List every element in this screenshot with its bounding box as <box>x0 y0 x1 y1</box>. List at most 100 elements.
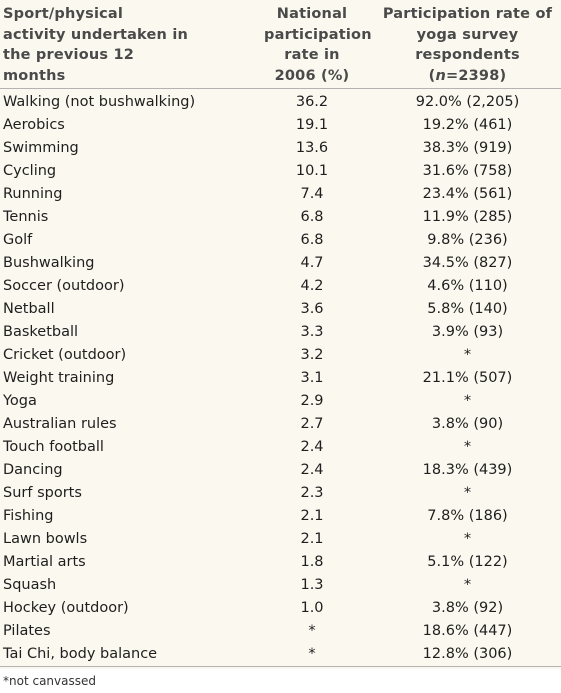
cell-national-rate: 2.1 <box>300 530 324 547</box>
header-row: Sport/physical activity undertaken in th… <box>0 0 561 89</box>
cell-yoga-rate: 7.8% (186) <box>427 507 508 524</box>
cell-yoga-rate: 18.6% (447) <box>422 622 513 639</box>
table-row: Fishing 2.1 7.8% (186) <box>0 505 561 528</box>
table-header: Sport/physical activity undertaken in th… <box>0 0 561 89</box>
cell-yoga-rate: 34.5% (827) <box>422 254 513 271</box>
table-row: Swimming 13.6 38.3% (919) <box>0 137 561 160</box>
participation-table: Sport/physical activity undertaken in th… <box>0 0 561 667</box>
table-row: Hockey (outdoor) 1.0 3.8% (92) <box>0 597 561 620</box>
cell-activity: Hockey (outdoor) <box>3 599 129 616</box>
cell-activity: Running <box>3 185 63 202</box>
table-row: Touch football 2.4 * <box>0 436 561 459</box>
cell-yoga-rate: * <box>463 438 472 455</box>
header-yoga-suffix: =2398) <box>446 67 507 84</box>
cell-activity: Walking (not bushwalking) <box>3 93 196 110</box>
cell-activity: Swimming <box>3 139 79 156</box>
table-row: Aerobics 19.1 19.2% (461) <box>0 114 561 137</box>
cell-activity: Dancing <box>3 461 63 478</box>
table-row: Cycling 10.1 31.6% (758) <box>0 160 561 183</box>
table-row: Surf sports 2.3 * <box>0 482 561 505</box>
cell-yoga-rate: * <box>463 576 472 593</box>
table-row: Weight training 3.1 21.1% (507) <box>0 367 561 390</box>
cell-yoga-rate: 12.8% (306) <box>374 642 561 667</box>
header-activity: Sport/physical activity undertaken in th… <box>0 0 250 89</box>
cell-national-rate: 4.7 <box>300 254 324 271</box>
table-row: Lawn bowls 2.1 * <box>0 528 561 551</box>
table-row: Martial arts 1.8 5.1% (122) <box>0 551 561 574</box>
table-row: Bushwalking 4.7 34.5% (827) <box>0 252 561 275</box>
cell-national-rate: 7.4 <box>300 185 324 202</box>
cell-yoga-rate: 4.6% (110) <box>427 277 508 294</box>
cell-activity: Weight training <box>3 369 115 386</box>
cell-yoga-rate: * <box>463 484 472 501</box>
header-yoga-n: n <box>435 67 446 84</box>
cell-yoga-rate: 11.9% (285) <box>422 208 513 225</box>
cell-activity: Tai Chi, body balance <box>0 642 250 667</box>
cell-national-rate: 2.1 <box>300 507 324 524</box>
table-row: Tennis 6.8 11.9% (285) <box>0 206 561 229</box>
cell-national-rate: 2.7 <box>300 415 324 432</box>
cell-activity: Bushwalking <box>3 254 95 271</box>
cell-national-rate: 3.6 <box>300 300 324 317</box>
cell-activity: Cricket (outdoor) <box>3 346 127 363</box>
table-row: Dancing 2.4 18.3% (439) <box>0 459 561 482</box>
cell-activity: Netball <box>3 300 55 317</box>
cell-yoga-rate: 5.1% (122) <box>427 553 508 570</box>
cell-national-rate: * <box>250 642 374 667</box>
cell-activity: Squash <box>3 576 57 593</box>
cell-activity: Yoga <box>3 392 37 409</box>
cell-national-rate: 3.1 <box>300 369 324 386</box>
header-yoga-prefix: Participation rate of yoga survey respon… <box>382 6 553 84</box>
table-row: Golf 6.8 9.8% (236) <box>0 229 561 252</box>
cell-activity: Tennis <box>3 208 49 225</box>
cell-yoga-rate: 31.6% (758) <box>422 162 513 179</box>
cell-yoga-rate: 5.8% (140) <box>427 300 508 317</box>
cell-national-rate: 3.3 <box>300 323 324 340</box>
cell-yoga-rate: 18.3% (439) <box>422 461 513 478</box>
cell-national-rate: 2.9 <box>300 392 324 409</box>
cell-activity: Touch football <box>3 438 104 455</box>
table-row: Yoga 2.9 * <box>0 390 561 413</box>
cell-national-rate: 3.2 <box>300 346 324 363</box>
table-row: Tai Chi, body balance * 12.8% (306) <box>0 642 561 667</box>
cell-national-rate: 2.3 <box>300 484 324 501</box>
cell-national-rate: 1.0 <box>300 599 324 616</box>
cell-national-rate: 2.4 <box>300 461 324 478</box>
cell-national-rate: 36.2 <box>295 93 329 110</box>
cell-yoga-rate: 9.8% (236) <box>427 231 508 248</box>
table-row: Soccer (outdoor) 4.2 4.6% (110) <box>0 275 561 298</box>
table-row: Squash 1.3 * <box>0 574 561 597</box>
cell-yoga-rate: 38.3% (919) <box>422 139 513 156</box>
cell-yoga-rate: 23.4% (561) <box>422 185 513 202</box>
cell-national-rate: 13.6 <box>295 139 329 156</box>
cell-national-rate: 19.1 <box>295 116 329 133</box>
cell-activity: Soccer (outdoor) <box>3 277 125 294</box>
cell-activity: Aerobics <box>3 116 65 133</box>
table-row: Walking (not bushwalking) 36.2 92.0% (2,20… <box>0 88 561 114</box>
cell-activity: Pilates <box>3 622 51 639</box>
cell-yoga-rate: * <box>463 530 472 547</box>
table-row: Basketball 3.3 3.9% (93) <box>0 321 561 344</box>
cell-national-rate: 1.8 <box>300 553 324 570</box>
cell-yoga-rate: 3.9% (93) <box>431 323 504 340</box>
cell-yoga-rate: 3.8% (92) <box>431 599 504 616</box>
cell-national-rate: * <box>308 622 316 639</box>
cell-yoga-rate: 19.2% (461) <box>422 116 513 133</box>
table-row: Running 7.4 23.4% (561) <box>0 183 561 206</box>
cell-yoga-rate: * <box>463 392 472 409</box>
footnote: *not canvassed <box>3 674 96 688</box>
cell-activity: Australian rules <box>3 415 117 432</box>
cell-activity: Basketball <box>3 323 79 340</box>
cell-yoga-rate: 21.1% (507) <box>422 369 513 386</box>
table-row: Australian rules 2.7 3.8% (90) <box>0 413 561 436</box>
table-body: Walking (not bushwalking) 36.2 92.0% (2,20… <box>0 88 561 667</box>
table-row: Pilates * 18.6% (447) <box>0 620 561 643</box>
cell-activity: Golf <box>3 231 33 248</box>
header-yoga-rate: Participation rate of yoga survey respon… <box>374 0 561 89</box>
cell-national-rate: 6.8 <box>300 208 324 225</box>
cell-national-rate: 6.8 <box>300 231 324 248</box>
table-row: Cricket (outdoor) 3.2 * <box>0 344 561 367</box>
data-table-container: Sport/physical activity undertaken in th… <box>0 0 561 669</box>
cell-activity: Lawn bowls <box>3 530 88 547</box>
cell-national-rate: 2.4 <box>300 438 324 455</box>
